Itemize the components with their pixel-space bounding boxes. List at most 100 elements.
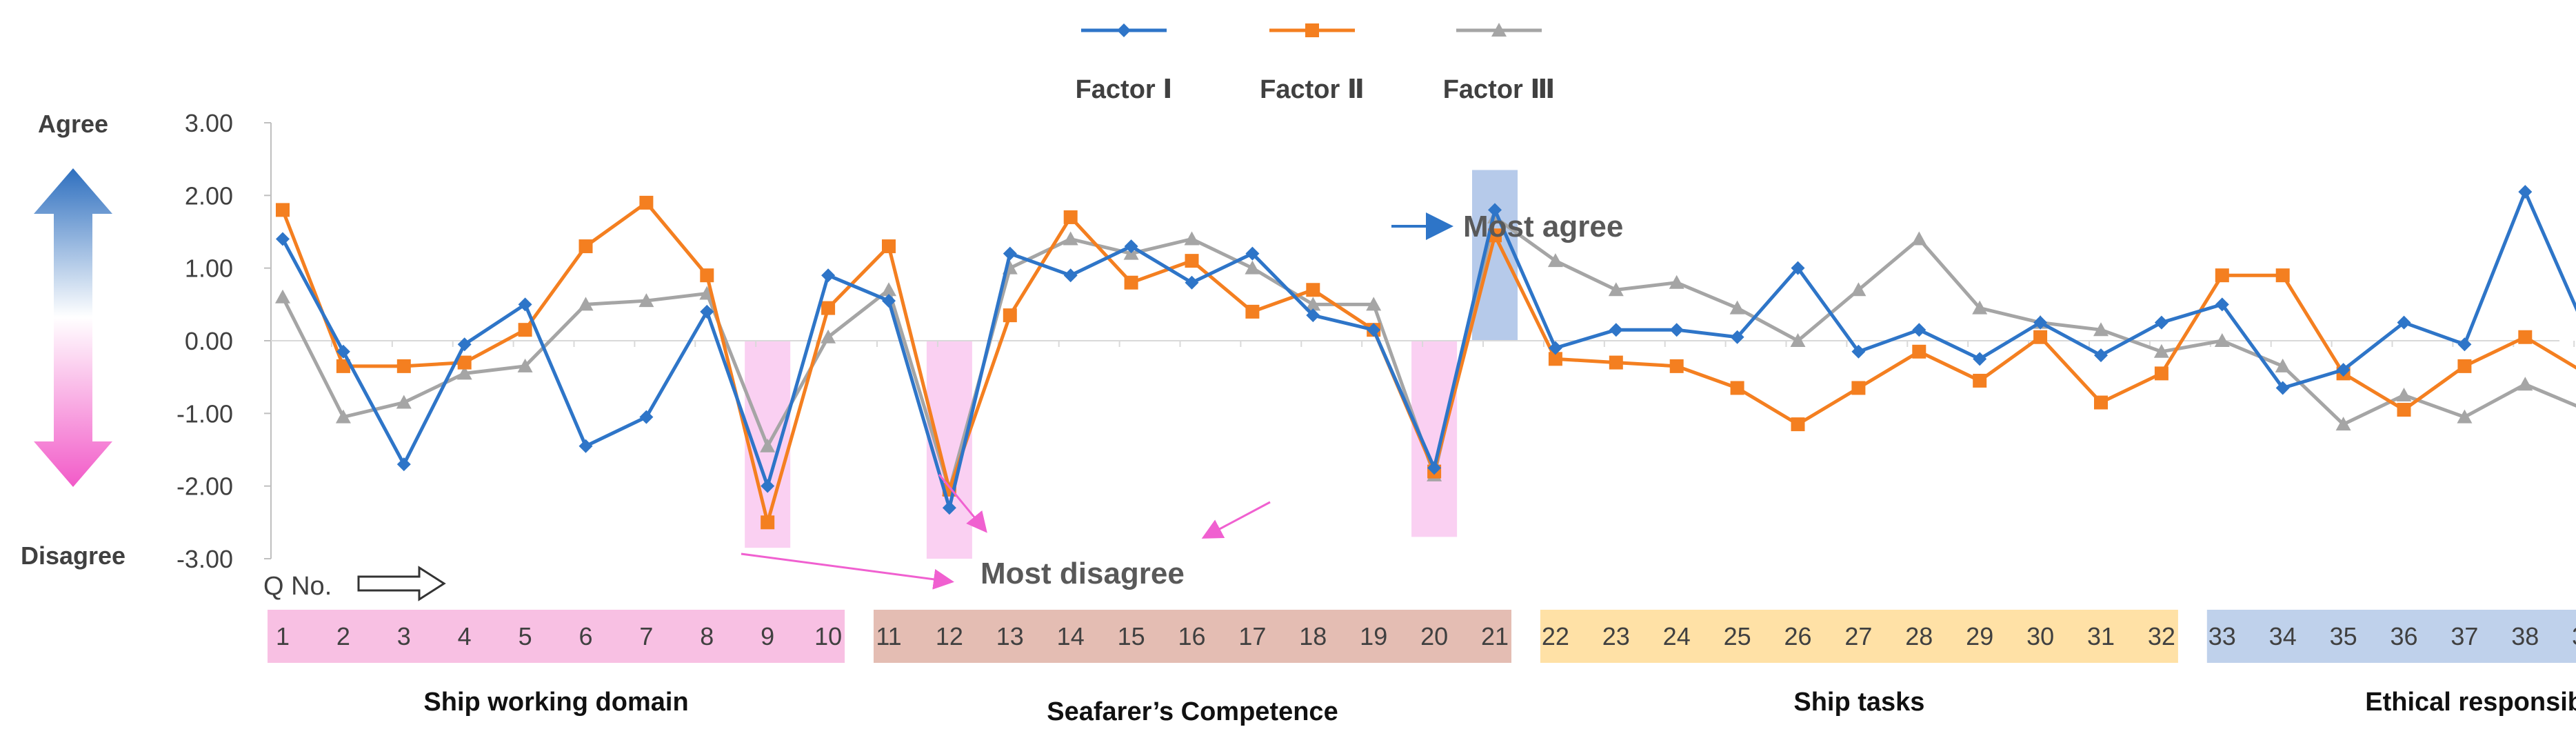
triangle-marker [2093, 322, 2109, 337]
series-line [281, 215, 2576, 492]
square-marker [2275, 268, 2290, 283]
diamond-marker [1973, 352, 1987, 366]
legend-label: Factor Ⅲ [1443, 75, 1556, 104]
category-band [874, 610, 1511, 663]
agree-label: Agree [38, 110, 108, 138]
square-marker [821, 301, 836, 315]
x-tick-label: 38 [2511, 622, 2539, 650]
diamond-marker [1488, 203, 1502, 217]
y-tick-label: -2.00 [177, 472, 233, 501]
diamond-marker [1609, 323, 1623, 337]
x-axis-label: Q No. [263, 572, 332, 601]
hollow-arrow-icon [357, 566, 446, 601]
square-marker [518, 323, 532, 337]
square-marker [639, 195, 654, 210]
square-marker [276, 203, 290, 217]
x-tick-label: 14 [1057, 622, 1085, 650]
square-marker [1185, 254, 1199, 268]
chart-axes: 3.00 2.00 1.00 0.00 -1.00 -2.00 -3.00 [177, 109, 2575, 573]
square-marker [2154, 366, 2169, 381]
triangle-marker [456, 366, 472, 380]
x-tick-label: 21 [1481, 622, 1509, 650]
x-tick-label: 39 [2572, 622, 2576, 650]
diamond-marker [2033, 315, 2048, 330]
x-tick-label: 2 [336, 622, 350, 650]
diamond-marker [2154, 315, 2169, 330]
triangle-marker [1366, 297, 1382, 311]
x-tick-label: 17 [1238, 622, 1266, 650]
square-marker [2457, 359, 2472, 373]
x-tick-label: 6 [578, 622, 592, 650]
diamond-marker [1427, 461, 1442, 475]
triangle-marker [1491, 23, 1507, 37]
y-tick-label: 3.00 [185, 109, 233, 137]
diamond-marker [942, 501, 956, 515]
diamond-marker [1245, 246, 1260, 261]
x-tick-label: 37 [2451, 622, 2478, 650]
x-tick-label: 28 [1905, 622, 1933, 650]
x-tick-label: 32 [2148, 622, 2175, 650]
x-tick-label: 11 [876, 622, 901, 650]
x-tick-label: 12 [936, 622, 963, 650]
y-tick-label: -3.00 [177, 545, 233, 573]
diamond-marker [396, 457, 411, 472]
agree-disagree-indicator: Agree Disagree [21, 110, 125, 570]
x-tick-label: 34 [2269, 622, 2297, 650]
triangle-marker [2153, 343, 2169, 358]
x-tick-label: 4 [458, 622, 472, 650]
square-marker [1245, 304, 1260, 319]
legend-label: Factor Ⅰ [1076, 75, 1173, 104]
category-group-label: Seafarer’s Competence [1047, 697, 1338, 726]
disagree-highlight-q20 [1411, 341, 1458, 537]
x-tick-label: 3 [397, 622, 411, 650]
x-tick-label: 7 [639, 622, 653, 650]
diamond-marker [578, 439, 593, 453]
square-marker [1912, 344, 1926, 359]
diamond-marker [2518, 185, 2533, 199]
diamond-marker [1851, 344, 1866, 359]
annotations: Most agree Most disagree [741, 210, 1623, 590]
most-disagree-arrow [741, 552, 954, 590]
triangle-marker [1245, 260, 1260, 275]
triangle-marker [821, 329, 836, 343]
series-line [281, 190, 2576, 510]
diamond-marker [700, 304, 714, 319]
x-tick-label: 1 [276, 622, 290, 650]
x-tick-label: 9 [761, 622, 774, 650]
diamond-marker [457, 337, 472, 352]
diamond-marker [761, 479, 775, 493]
triangle-marker [2275, 358, 2291, 372]
triangle-marker [1305, 297, 1321, 311]
triangle-marker [275, 289, 290, 303]
square-marker [1669, 359, 1684, 373]
square-marker [1730, 381, 1744, 395]
square-marker [1063, 210, 1078, 224]
triangle-marker [881, 282, 896, 297]
diamond-marker [639, 410, 654, 424]
x-tick-label: 25 [1724, 622, 1751, 650]
triangle-marker [335, 409, 351, 424]
x-tick-label: 27 [1844, 622, 1872, 650]
x-tick-label: 13 [996, 622, 1024, 650]
disagree-arrow-icon [34, 317, 112, 487]
square-marker [2518, 330, 2533, 344]
diamond-marker [1912, 323, 1926, 337]
diamond-marker [2397, 315, 2411, 330]
triangle-marker [2457, 409, 2473, 424]
x-tick-label: 10 [814, 622, 842, 650]
triangle-marker [760, 438, 776, 452]
diamond-marker [821, 268, 836, 283]
highlight-bands [745, 170, 1518, 559]
y-tick-label: 0.00 [185, 327, 233, 355]
series-lines [275, 185, 2576, 530]
square-marker [1791, 417, 1805, 432]
diamond-marker [336, 344, 350, 359]
square-marker [2094, 395, 2108, 410]
series-1 [276, 185, 2576, 515]
diamond-marker [2094, 348, 2108, 363]
x-tick-label: 16 [1178, 622, 1205, 650]
diamond-marker [1117, 23, 1131, 37]
diamond-marker [1003, 246, 1017, 261]
diamond-marker [1548, 341, 1562, 355]
